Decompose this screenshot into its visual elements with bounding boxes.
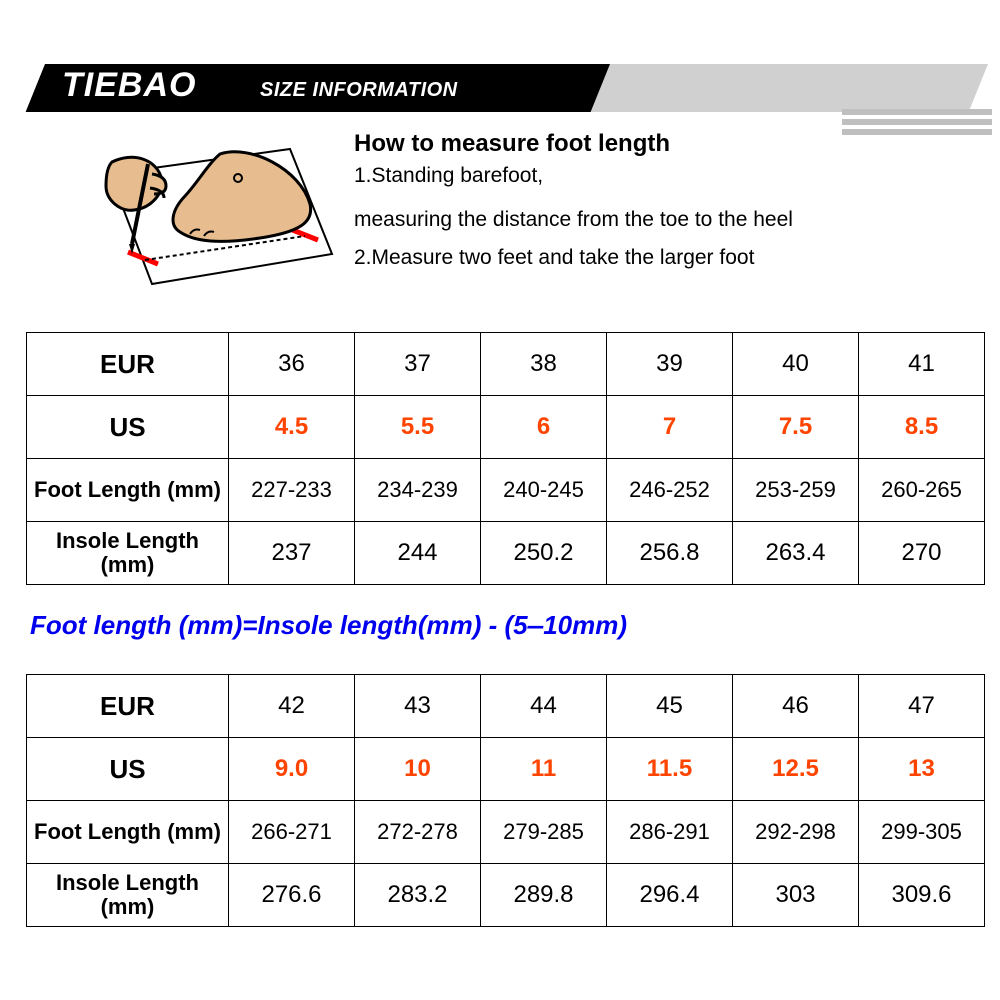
insole-val: 244 [355,522,481,585]
insole-val: 237 [229,522,355,585]
eur-val: 41 [859,333,985,396]
label-eur: EUR [27,333,229,396]
insole-val: 256.8 [607,522,733,585]
us-val: 6 [481,396,607,459]
insole-val: 283.2 [355,864,481,927]
us-val: 9.0 [229,738,355,801]
insole-val: 303 [733,864,859,927]
us-val: 11.5 [607,738,733,801]
insole-val: 270 [859,522,985,585]
instructions-step-1a: 1.Standing barefoot, [354,164,543,188]
us-val: 11 [481,738,607,801]
foot-val: 286-291 [607,801,733,864]
foot-val: 246-252 [607,459,733,522]
how-to-measure: How to measure foot length 1.Standing ba… [100,130,920,320]
label-insole: Insole Length (mm) [27,522,229,585]
us-val: 5.5 [355,396,481,459]
instructions-step-1b: measuring the distance from the toe to t… [354,208,793,232]
us-val: 13 [859,738,985,801]
foot-val: 272-278 [355,801,481,864]
eur-val: 36 [229,333,355,396]
size-table-42-47: EUR 42 43 44 45 46 47 US 9.0 10 11 11.5 … [26,674,985,927]
insole-val: 250.2 [481,522,607,585]
size-info-banner: TIEBAO SIZE INFORMATION [0,64,1000,128]
foot-val: 234-239 [355,459,481,522]
foot-val: 266-271 [229,801,355,864]
formula-part-1: Foot length (mm)=Insole length(mm) - (5 [30,610,528,640]
foot-val: 253-259 [733,459,859,522]
foot-val: 299-305 [859,801,985,864]
insole-val: 296.4 [607,864,733,927]
banner-grey-extension [549,64,988,112]
row-insole-length: Insole Length (mm) 276.6 283.2 289.8 296… [27,864,985,927]
label-foot: Foot Length (mm) [27,459,229,522]
eur-val: 46 [733,675,859,738]
eur-val: 45 [607,675,733,738]
brand-name: TIEBAO [62,66,196,105]
row-foot-length: Foot Length (mm) 227-233 234-239 240-245… [27,459,985,522]
us-val: 10 [355,738,481,801]
insole-val: 263.4 [733,522,859,585]
formula-part-2: 10mm) [543,610,627,640]
foot-val: 227-233 [229,459,355,522]
label-insole: Insole Length (mm) [27,864,229,927]
row-eur: EUR 42 43 44 45 46 47 [27,675,985,738]
formula-tilde: — [528,612,544,642]
insole-val: 276.6 [229,864,355,927]
label-foot: Foot Length (mm) [27,801,229,864]
size-table-36-41: EUR 36 37 38 39 40 41 US 4.5 5.5 6 7 7.5… [26,332,985,585]
instructions-title: How to measure foot length [354,130,670,158]
us-val: 4.5 [229,396,355,459]
label-eur: EUR [27,675,229,738]
eur-val: 43 [355,675,481,738]
eur-val: 38 [481,333,607,396]
instructions-step-2: 2.Measure two feet and take the larger f… [354,246,754,270]
label-us: US [27,396,229,459]
banner-subtitle: SIZE INFORMATION [260,79,458,102]
eur-val: 47 [859,675,985,738]
eur-val: 37 [355,333,481,396]
us-val: 8.5 [859,396,985,459]
foot-measure-illustration [100,134,344,294]
eur-val: 39 [607,333,733,396]
foot-val: 279-285 [481,801,607,864]
us-val: 12.5 [733,738,859,801]
insole-val: 289.8 [481,864,607,927]
row-us: US 4.5 5.5 6 7 7.5 8.5 [27,396,985,459]
label-us: US [27,738,229,801]
us-val: 7 [607,396,733,459]
row-eur: EUR 36 37 38 39 40 41 [27,333,985,396]
eur-val: 44 [481,675,607,738]
row-insole-length: Insole Length (mm) 237 244 250.2 256.8 2… [27,522,985,585]
foot-val: 260-265 [859,459,985,522]
row-us: US 9.0 10 11 11.5 12.5 13 [27,738,985,801]
conversion-formula: Foot length (mm)=Insole length(mm) - (5—… [30,610,627,642]
row-foot-length: Foot Length (mm) 266-271 272-278 279-285… [27,801,985,864]
foot-val: 240-245 [481,459,607,522]
insole-val: 309.6 [859,864,985,927]
foot-val: 292-298 [733,801,859,864]
eur-val: 40 [733,333,859,396]
us-val: 7.5 [733,396,859,459]
eur-val: 42 [229,675,355,738]
